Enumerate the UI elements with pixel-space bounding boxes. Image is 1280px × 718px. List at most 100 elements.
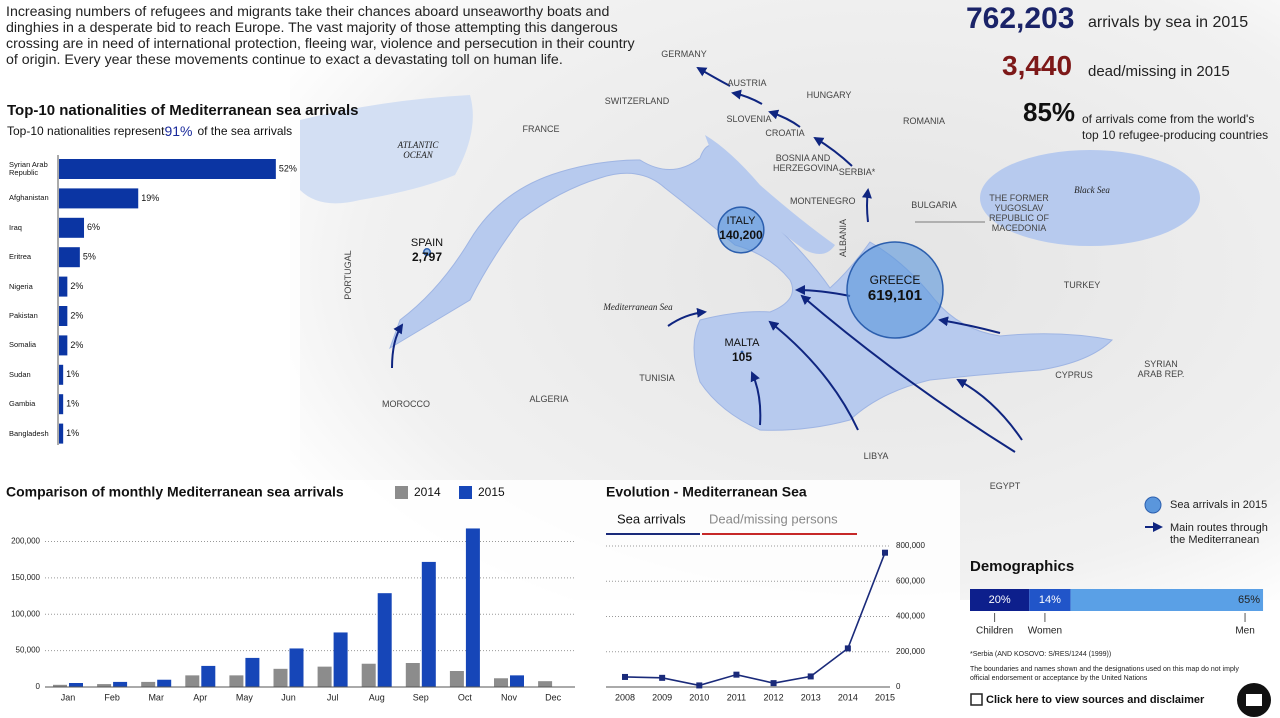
bar [377, 593, 392, 687]
country-label: SERBIA* [838, 167, 876, 177]
bar [59, 188, 139, 209]
bubble-value: 105 [732, 350, 752, 364]
x-tick-label: 2012 [764, 692, 784, 702]
mediterranean [389, 144, 1114, 431]
y-tick-label: 600,000 [896, 576, 925, 585]
value-label: 1% [66, 399, 79, 409]
atlantic [300, 95, 473, 204]
point [770, 680, 777, 687]
category-label: Gambia [9, 399, 36, 409]
bar [494, 678, 508, 687]
point [882, 549, 888, 556]
bubble-name: ITALY [727, 215, 757, 227]
routes [391, 66, 1023, 453]
segment [1029, 589, 1071, 611]
route [813, 136, 853, 167]
x-tick-label: 2014 [838, 692, 858, 702]
bar [141, 681, 156, 687]
bar [59, 335, 68, 356]
segment [1070, 589, 1264, 611]
bubble-name: GREECE [870, 273, 921, 287]
route [391, 323, 404, 369]
line [624, 552, 886, 687]
bar [59, 394, 64, 415]
segment-name: Women [1028, 626, 1062, 637]
arrival-bubble [717, 206, 765, 254]
x-tick-label: Dec [545, 692, 562, 702]
bar [465, 528, 480, 687]
adriatic [705, 135, 835, 254]
y-tick-label: 800,000 [896, 541, 925, 550]
segment-name: Men [1235, 626, 1254, 637]
sources-link[interactable]: Click here to view sources and disclaime… [986, 694, 1205, 706]
point [696, 682, 703, 689]
country-label: BOSNIA AND HERZEGOVINA [773, 153, 839, 173]
black-sea [980, 150, 1200, 246]
country-label: HUNGARY [806, 90, 852, 100]
x-tick-label: 2013 [801, 692, 821, 702]
x-tick-label: Mar [148, 692, 164, 702]
tab[interactable]: Dead/missing persons [709, 511, 838, 526]
value-label: 6% [87, 222, 100, 232]
country-label: ALBANIA [838, 218, 848, 258]
segment-label: 14% [1039, 594, 1061, 606]
value-label: 19% [141, 193, 159, 203]
bar [201, 665, 216, 687]
bar [405, 663, 420, 687]
link-icon [970, 693, 983, 706]
point [622, 673, 628, 680]
route [750, 371, 762, 426]
sea-label: Mediterranean Sea [603, 302, 673, 312]
bubble-value: 2,797 [412, 250, 442, 264]
value-label: 1% [66, 369, 79, 379]
segment-name: Children [976, 626, 1013, 637]
x-tick-label: Nov [501, 692, 518, 702]
route [795, 285, 851, 297]
bar [59, 247, 80, 268]
value-label: 1% [66, 428, 79, 438]
bar [317, 666, 332, 687]
stat-text: dead/missing in 2015 [1088, 63, 1230, 80]
bar [59, 159, 276, 179]
bar [361, 663, 376, 687]
x-tick-label: Apr [193, 692, 207, 702]
category-label: Nigeria [9, 281, 33, 291]
bar [185, 675, 200, 687]
bar [59, 364, 64, 385]
value-label: 2% [70, 340, 83, 350]
print-icon [1246, 694, 1262, 706]
x-tick-label: Jan [61, 692, 76, 702]
value-label: 2% [70, 281, 83, 291]
bar [97, 684, 112, 687]
tab[interactable]: Sea arrivals [617, 511, 686, 526]
legend-swatch [395, 486, 408, 499]
country-label: AUSTRIA [727, 78, 767, 88]
x-tick-label: 2015 [875, 692, 895, 702]
legend-text: Main routes through the Mediterranean [1170, 522, 1268, 546]
country-label: ROMANIA [902, 116, 945, 126]
x-tick-label: Oct [458, 692, 473, 702]
bar [421, 561, 436, 687]
country-label: SLOVENIA [726, 114, 772, 124]
country-label: TUNISIA [639, 373, 675, 383]
route [938, 316, 1001, 334]
route [861, 188, 872, 223]
route [768, 109, 801, 128]
x-tick-label: Aug [369, 692, 385, 702]
country-label: TURKEY [1063, 280, 1101, 290]
country-label: BULGARIA [911, 200, 957, 210]
category-label: Sudan [9, 369, 31, 379]
value-label: 5% [83, 252, 96, 262]
intro: Increasing numbers of refugees and migra… [6, 4, 635, 68]
country-label: GERMANY [661, 49, 707, 59]
country-label: EGYPT [989, 481, 1021, 491]
category-label: Iraq [9, 222, 22, 232]
route [731, 89, 763, 105]
x-tick-label: 2011 [727, 692, 746, 702]
category-label: Eritrea [9, 252, 32, 262]
bar [449, 671, 464, 687]
y-tick-label: 200,000 [11, 537, 40, 546]
